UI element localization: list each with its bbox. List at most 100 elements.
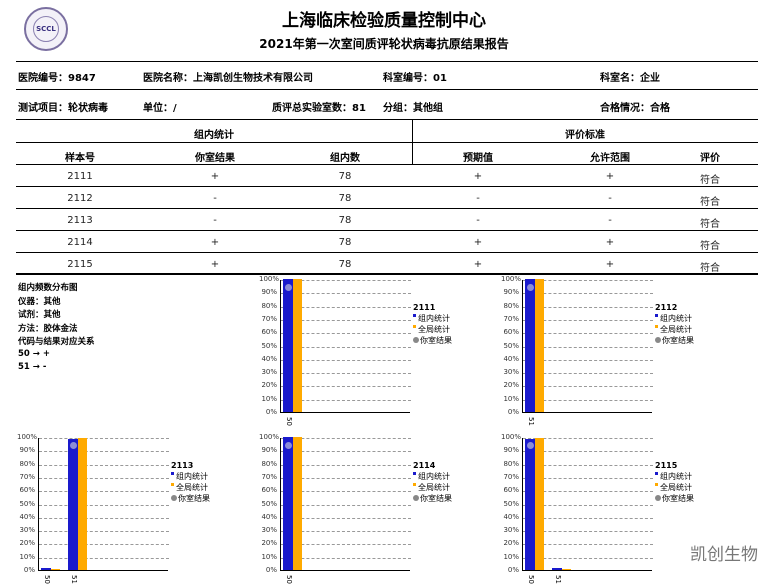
gridline — [39, 491, 169, 493]
y-tick-label: 100% — [259, 275, 280, 283]
legend-item: 组内统计 — [171, 471, 210, 482]
hospital-name: 医院名称：上海凯创生物技术有限公司 — [143, 73, 313, 84]
y-tick-label: 30% — [503, 526, 519, 535]
gridline — [281, 319, 411, 321]
legend-label: 组内统计 — [660, 314, 692, 323]
row-divider — [16, 208, 758, 209]
sccl-logo: SCCL — [24, 7, 68, 51]
divider — [16, 273, 758, 274]
y-tick-label: 90% — [503, 288, 519, 297]
gridline — [523, 306, 653, 308]
y-tick-label: 90% — [261, 288, 277, 297]
blue-swatch-icon — [655, 472, 658, 475]
info-line: 方法：胶体金法 — [18, 323, 78, 334]
info-line: 代码与结果对应关系 — [18, 337, 95, 347]
row-divider — [16, 252, 758, 253]
legend-label: 全局统计 — [660, 325, 692, 334]
y-tick-label: 0% — [507, 566, 519, 574]
y-tick-label: 30% — [261, 526, 277, 535]
group-header: 评价标准 — [565, 130, 605, 141]
y-tick-label: 90% — [261, 446, 277, 455]
legend-label: 组内统计 — [176, 472, 208, 481]
y-tick-label: 90% — [503, 446, 519, 455]
legend-title: 2111 — [413, 303, 436, 312]
legend-label: 你室结果 — [420, 494, 452, 503]
gridline — [523, 491, 653, 493]
bar — [293, 279, 302, 412]
dept-name: 科室名：企业 — [600, 73, 660, 84]
table-cell: 2114 — [67, 237, 93, 248]
legend-label: 组内统计 — [660, 472, 692, 481]
divider — [16, 142, 758, 143]
legend-label: 全局统计 — [418, 325, 450, 334]
y-tick-label: 10% — [503, 552, 519, 561]
orange-swatch-icon — [655, 483, 658, 486]
y-tick-label: 80% — [261, 301, 277, 310]
plot-area: 0% 10% 20% 30% 40% 50% 60% 70% 80% 90% 100% — [259, 433, 411, 574]
table-cell: + — [605, 237, 615, 248]
table-cell: + — [605, 259, 615, 270]
legend-label: 全局统计 — [176, 483, 208, 492]
y-tick-label: 0% — [507, 408, 519, 416]
y-tick-label: 40% — [503, 512, 519, 521]
qualified-status: 合格情况：合格 — [600, 103, 670, 114]
plot-area: 0% 10% 20% 30% 40% 50% 60% 70% 80% 90% 100% — [501, 275, 653, 416]
gridline — [523, 451, 653, 453]
bar — [293, 437, 302, 570]
orange-swatch-icon — [413, 483, 416, 486]
y-tick-label: 30% — [261, 368, 277, 377]
gridline — [39, 477, 169, 479]
y-tick-label: 80% — [19, 459, 35, 468]
gridline — [281, 359, 411, 361]
y-tick-label: 10% — [261, 394, 277, 403]
column-header: 预期值 — [463, 153, 493, 164]
legend-label: 组内统计 — [418, 472, 450, 481]
table-cell: 符合 — [700, 197, 720, 208]
gridline — [281, 557, 411, 559]
y-tick-label: 40% — [503, 354, 519, 363]
bar — [78, 438, 87, 570]
table-cell: + — [210, 259, 220, 270]
legend-title: 2114 — [413, 461, 436, 470]
y-tick-label: 0% — [265, 408, 277, 416]
table-cell: + — [605, 171, 615, 182]
table-cell: - — [476, 193, 480, 204]
divider — [16, 119, 758, 120]
table-cell: - — [608, 215, 612, 226]
y-tick-label: 0% — [265, 566, 277, 574]
y-tick-label: 10% — [503, 394, 519, 403]
gridline — [523, 477, 653, 479]
table-cell: - — [213, 193, 217, 204]
gridline — [39, 451, 169, 453]
bar — [525, 439, 535, 570]
gridline — [523, 333, 653, 335]
bar — [525, 279, 535, 412]
row-divider — [16, 230, 758, 231]
legend-item: 你室结果 — [655, 335, 694, 346]
legend-label: 你室结果 — [662, 494, 694, 503]
y-tick-label: 30% — [503, 368, 519, 377]
info-line: 组内频数分布图 — [18, 283, 78, 293]
your-result-marker — [526, 283, 534, 291]
legend-label: 你室结果 — [662, 336, 694, 345]
info-line: 仪器：其他 — [18, 296, 61, 307]
y-tick-label: 20% — [261, 381, 277, 390]
table-cell: + — [473, 171, 483, 182]
unit: 单位：/ — [143, 103, 177, 114]
gridline — [281, 386, 411, 388]
y-tick-label: 70% — [503, 472, 519, 481]
gridline — [281, 531, 411, 533]
table-cell: 78 — [338, 171, 352, 182]
table-cell: 符合 — [700, 263, 720, 274]
table-cell: 78 — [338, 193, 352, 204]
y-tick-label: 50% — [261, 341, 277, 350]
legend-label: 全局统计 — [418, 483, 450, 492]
gridline — [281, 544, 411, 546]
blue-swatch-icon — [413, 472, 416, 475]
row-divider — [16, 274, 758, 275]
gridline — [523, 359, 653, 361]
table-cell: + — [210, 171, 220, 182]
watermark: 凯创生物 — [690, 545, 758, 565]
gridline — [523, 319, 653, 321]
y-tick-label: 50% — [503, 499, 519, 508]
